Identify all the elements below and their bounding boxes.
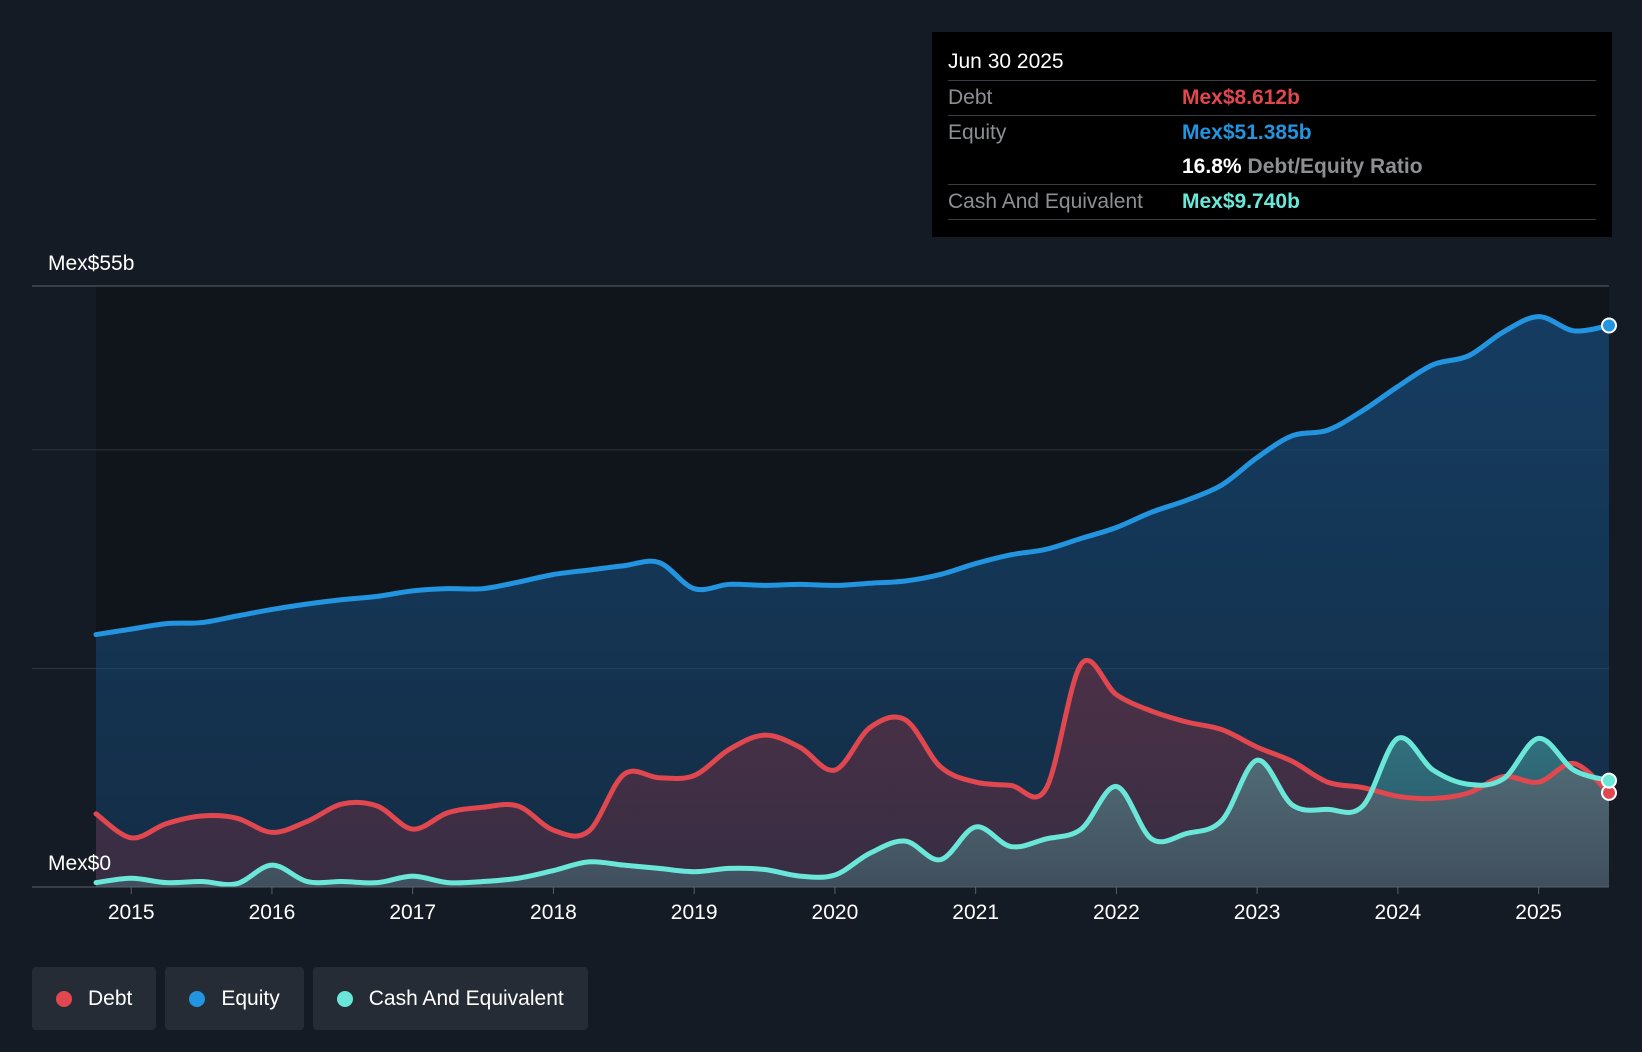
tooltip-ratio-label: Debt/Equity Ratio [1247,155,1423,178]
x-tick-label: 2018 [530,901,577,924]
tooltip-equity-label: Equity [948,121,1007,144]
x-tick-label: 2020 [812,901,859,924]
tooltip-debt-label: Debt [948,86,993,109]
tooltip-debt-value: Mex$8.612b [1182,86,1300,109]
x-axis-ticks: 2015 2016 2017 2018 2019 2020 2021 2022 2023 2024… [108,887,1562,924]
tooltip-ratio-row: 16.8% Debt/Equity Ratio [948,150,1596,185]
tooltip-panel: Jun 30 2025 Debt Mex$8.612b Equity Mex$5… [932,32,1612,237]
x-tick-label: 2019 [671,901,718,924]
tooltip-ratio-spacer [948,150,1182,184]
tooltip-ratio-value: 16.8% [1182,155,1242,178]
legend-equity-dot-icon [189,990,206,1007]
legend-item-cash[interactable]: Cash And Equivalent [312,967,588,1030]
tooltip-cash-value: Mex$9.740b [1182,190,1300,213]
legend-cash-label: Cash And Equivalent [368,986,564,1010]
tooltip-debt-row: Debt Mex$8.612b [948,81,1596,116]
chart-legend: Debt Equity Cash And Equivalent [32,967,588,1030]
tooltip-equity-value: Mex$51.385b [1182,121,1312,144]
x-tick-label: 2021 [952,901,999,924]
cash-area [96,737,1609,887]
equity-line [93,314,1612,638]
tooltip-cash-label: Cash And Equivalent [948,190,1143,213]
y-axis-max-label: Mex$55b [48,252,134,275]
legend-debt-label: Debt [88,986,133,1010]
tooltip-ratio: 16.8% Debt/Equity Ratio [1182,150,1423,184]
tooltip-cash-row: Cash And Equivalent Mex$9.740b [948,185,1596,220]
legend-debt-dot-icon [56,990,72,1007]
tooltip-equity-row: Equity Mex$51.385b [948,116,1596,150]
legend-equity-label: Equity [221,986,280,1010]
x-tick-label: 2022 [1093,901,1140,924]
legend-cash-dot-icon [336,990,353,1007]
debt-line [93,658,1612,841]
cash-end-dot[interactable] [1601,772,1617,789]
y-axis-min-label: Mex$0 [48,852,111,875]
cash-line [93,735,1612,888]
legend-item-equity[interactable]: Equity [165,967,304,1030]
x-tick-label: 2016 [249,901,296,924]
x-tick-label: 2015 [108,901,155,924]
x-tick-label: 2023 [1234,901,1281,924]
x-tick-label: 2024 [1375,901,1422,924]
equity-end-dot[interactable] [1601,317,1617,334]
tooltip-date: Jun 30 2025 [948,44,1596,81]
legend-item-debt[interactable]: Debt [32,967,157,1030]
x-tick-label: 2025 [1515,901,1562,924]
x-tick-label: 2017 [389,901,436,924]
